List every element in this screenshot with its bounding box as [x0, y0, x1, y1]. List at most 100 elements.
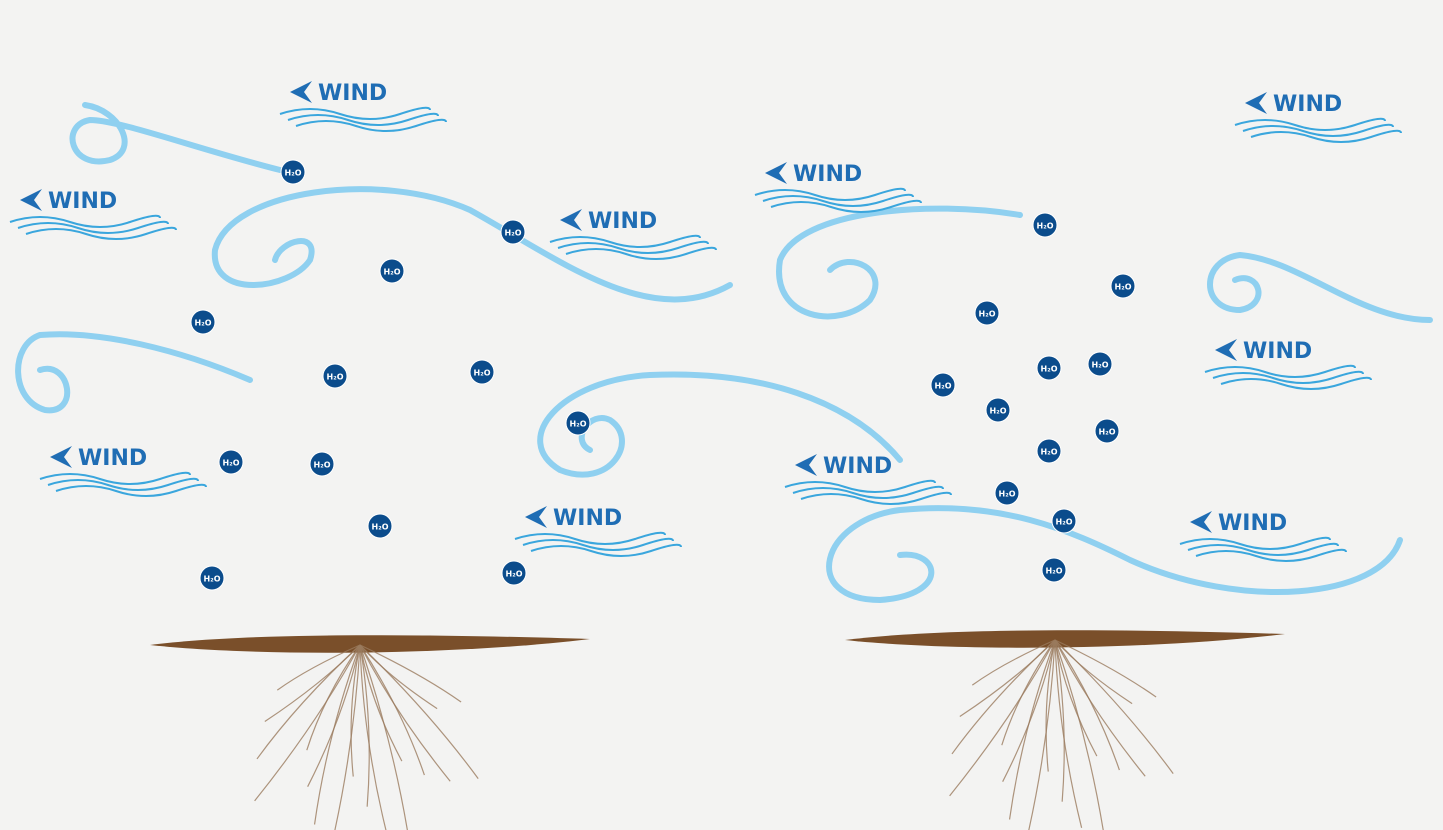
wind-wave [800, 491, 952, 505]
wind-label: WIND [514, 506, 682, 557]
water-badge: H₂O [322, 363, 348, 389]
water-circle [1094, 418, 1120, 444]
wind-wave [565, 246, 717, 260]
water-text: H₂O [384, 268, 401, 277]
water-badge: H₂O [190, 309, 216, 335]
wind-wave [754, 187, 906, 201]
water-circle [1110, 273, 1136, 299]
wind-wave [762, 193, 914, 207]
water-text: H₂O [1092, 361, 1109, 370]
water-circle [322, 363, 348, 389]
wind-wave [1187, 542, 1339, 556]
water-badge: H₂O [565, 410, 591, 436]
root [1001, 639, 1056, 746]
wind-wave [1204, 364, 1356, 378]
root [276, 644, 361, 691]
water-badge: H₂O [1036, 355, 1062, 381]
water-badge: H₂O [367, 513, 393, 539]
water-circle [218, 449, 244, 475]
air-swirls [15, 102, 1433, 604]
wind-arrow [290, 81, 312, 103]
wind-arrow [1215, 339, 1237, 361]
water-text: H₂O [223, 459, 240, 468]
swirl [15, 331, 253, 414]
wind-wave [770, 199, 922, 213]
wind-text: WIND [1273, 92, 1342, 117]
swirl [69, 102, 283, 173]
water-text: H₂O [935, 382, 952, 391]
water-text: H₂O [204, 575, 221, 584]
wind-text: WIND [793, 162, 862, 187]
wind-wave [287, 112, 439, 126]
water-circle [469, 359, 495, 385]
root [359, 644, 425, 776]
root [359, 644, 370, 807]
water-badge: H₂O [985, 397, 1011, 423]
water-circle [1032, 212, 1058, 238]
wind-label: WIND [9, 189, 177, 240]
wind-label: WIND [1179, 511, 1347, 562]
wind-wave [549, 234, 701, 248]
wind-label: WIND [549, 209, 717, 260]
wind-wave [1242, 123, 1394, 137]
water-badge: H₂O [280, 159, 306, 185]
water-text: H₂O [570, 420, 587, 429]
water-circle [309, 451, 335, 477]
water-text: H₂O [372, 523, 389, 532]
water-text: H₂O [285, 169, 302, 178]
wind-wave [55, 483, 207, 497]
water-text: H₂O [327, 373, 344, 382]
water-circle [501, 560, 527, 586]
water-circle [1041, 557, 1067, 583]
wind-wave [279, 106, 431, 120]
water-text: H₂O [1041, 365, 1058, 374]
water-text: H₂O [195, 319, 212, 328]
wind-text: WIND [78, 446, 147, 471]
water-circle [280, 159, 306, 185]
water-circle [190, 309, 216, 335]
root [1028, 639, 1056, 830]
root [949, 639, 1056, 797]
wind-label: WIND [784, 454, 952, 505]
wind-wave [47, 477, 199, 491]
water-circle [1036, 438, 1062, 464]
wind-wave [25, 226, 177, 240]
wind-wave [530, 543, 682, 557]
root [1054, 639, 1146, 777]
wind-text: WIND [1243, 339, 1312, 364]
swirl [776, 205, 1023, 320]
water-badge: H₂O [500, 219, 526, 245]
water-text: H₂O [979, 310, 996, 319]
water-badge: H₂O [1032, 212, 1058, 238]
water-badge: H₂O [1041, 557, 1067, 583]
water-text: H₂O [1046, 567, 1063, 576]
wind-wave [522, 537, 674, 551]
water-circle [985, 397, 1011, 423]
water-badge: H₂O [1036, 438, 1062, 464]
root [971, 639, 1056, 686]
swirl [211, 186, 733, 303]
root [1002, 639, 1056, 782]
wind-text: WIND [48, 189, 117, 214]
swirl [537, 371, 903, 478]
water-text: H₂O [999, 490, 1016, 499]
plants [150, 630, 1285, 830]
wind-text: WIND [823, 454, 892, 479]
root [313, 644, 361, 825]
root [1054, 639, 1083, 828]
root [350, 644, 361, 777]
root [359, 644, 408, 830]
water-circle [379, 258, 405, 284]
wind-text: WIND [553, 506, 622, 531]
soil [845, 630, 1285, 648]
water-text: H₂O [505, 229, 522, 238]
water-badge: H₂O [469, 359, 495, 385]
labels: WIND WIND WIND WIND WIND WIND WIND WIND WIND WIND… [9, 81, 1402, 591]
wind-arrow [20, 189, 42, 211]
swirl [1207, 251, 1433, 323]
water-badge: H₂O [199, 565, 225, 591]
wind-text: WIND [1218, 511, 1287, 536]
water-badge: H₂O [974, 300, 1000, 326]
